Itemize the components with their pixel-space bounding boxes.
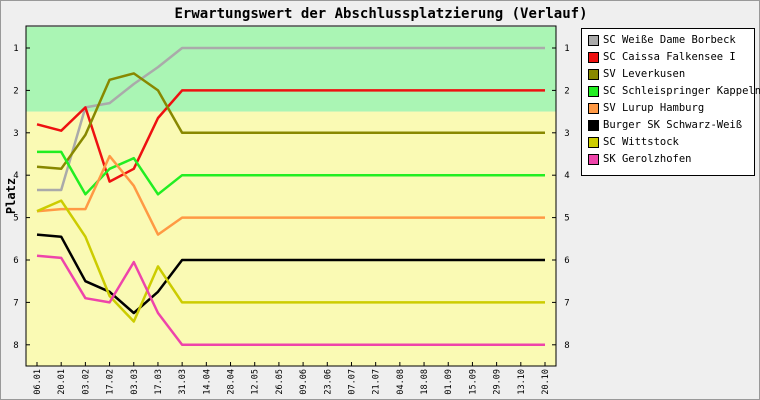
legend-swatch: [588, 51, 599, 63]
y-tick-label-right: 4: [564, 171, 569, 181]
series-line-6: [36, 199, 545, 323]
legend-swatch: [588, 136, 599, 148]
x-tick-label: 13.10: [517, 369, 527, 395]
y-tick-label-left: 8: [13, 341, 18, 351]
series-line-5: [36, 233, 545, 315]
x-tick-label: 21.07: [372, 369, 382, 395]
x-tick-label: 18.08: [420, 369, 430, 395]
legend-item: SC Weiße Dame Borbeck: [588, 34, 736, 50]
legend-item: SC Schleispringer Kappeln: [588, 85, 760, 101]
x-tick-label: 20.10: [541, 369, 551, 395]
y-tick-label-right: 1: [564, 44, 569, 54]
x-tick-label: 03.03: [130, 369, 140, 395]
x-tick-label: 15.09: [468, 369, 478, 395]
legend-label: SC Caissa Falkensee I: [603, 51, 736, 63]
chart-title: Erwartungswert der Abschlussplatzierung …: [174, 6, 588, 22]
x-tick-label: 23.06: [323, 369, 333, 395]
x-tick-label: 31.03: [178, 369, 188, 395]
legend-item: SK Gerolzhofen: [588, 153, 692, 169]
x-tick-label: 04.08: [396, 369, 406, 395]
legend-swatch: [588, 68, 599, 80]
y-tick-label-left: 7: [13, 298, 18, 308]
legend-item: SC Caissa Falkensee I: [588, 51, 736, 67]
y-axis-label: Platz: [4, 178, 18, 214]
legend-swatch: [588, 119, 599, 131]
series-line-0: [37, 46, 545, 192]
y-tick-label-right: 5: [564, 214, 569, 224]
y-tick-label-left: 3: [13, 129, 18, 139]
legend-item: SV Leverkusen: [588, 68, 685, 84]
x-tick-label: 26.05: [275, 369, 285, 395]
plot-band-0: [26, 26, 556, 112]
plot-band-1: [26, 111, 556, 366]
legend-item: SC Wittstock: [588, 136, 679, 152]
x-tick-label: 06.01: [33, 369, 43, 395]
x-tick-label: 29.09: [493, 369, 503, 395]
legend-label: SC Schleispringer Kappeln: [603, 85, 760, 97]
series-line-3: [37, 150, 545, 196]
y-tick-label-left: 4: [13, 171, 18, 181]
legend-swatch: [588, 85, 599, 97]
legend-swatch: [588, 153, 599, 165]
legend-label: SC Weiße Dame Borbeck: [603, 34, 736, 46]
series-line-4: [36, 154, 545, 236]
y-tick-label-left: 6: [13, 256, 18, 266]
y-tick-label-right: 3: [564, 129, 569, 139]
x-tick-label: 01.09: [444, 369, 454, 395]
y-tick-label-right: 6: [564, 256, 569, 266]
legend-swatch: [588, 34, 599, 46]
legend: SC Weiße Dame Borbeck SC Caissa Falkensee…: [581, 28, 760, 176]
series-line-1: [36, 89, 545, 183]
x-tick-label: 20.01: [57, 369, 67, 395]
x-tick-label: 14.04: [202, 369, 212, 395]
x-tick-label: 17.02: [106, 369, 116, 395]
legend-swatch: [588, 102, 599, 114]
y-tick-label-right: 7: [564, 298, 569, 308]
legend-label: SV Leverkusen: [603, 68, 686, 80]
plot-border: [25, 25, 557, 367]
y-tick-label-left: 5: [13, 214, 18, 224]
series-line-7: [36, 254, 545, 347]
legend-label: SV Lurup Hamburg: [603, 102, 705, 114]
legend-item: SV Lurup Hamburg: [588, 102, 704, 118]
legend-label: SC Wittstock: [603, 136, 679, 148]
x-tick-label: 28.04: [227, 369, 237, 395]
y-tick-label-right: 8: [564, 341, 569, 351]
y-tick-label-left: 1: [13, 44, 18, 54]
series-line-2: [36, 72, 545, 171]
x-tick-label: 03.02: [81, 369, 91, 395]
legend-label: SK Gerolzhofen: [603, 153, 692, 165]
x-tick-label: 12.05: [251, 369, 261, 395]
legend-label: Burger SK Schwarz-Weiß: [603, 119, 743, 131]
x-tick-label: 17.03: [154, 369, 164, 395]
y-tick-label-right: 2: [564, 86, 569, 96]
x-tick-label: 07.07: [347, 369, 357, 395]
legend-item: Burger SK Schwarz-Weiß: [588, 119, 742, 135]
y-tick-label-left: 2: [13, 86, 18, 96]
x-tick-label: 09.06: [299, 369, 309, 395]
